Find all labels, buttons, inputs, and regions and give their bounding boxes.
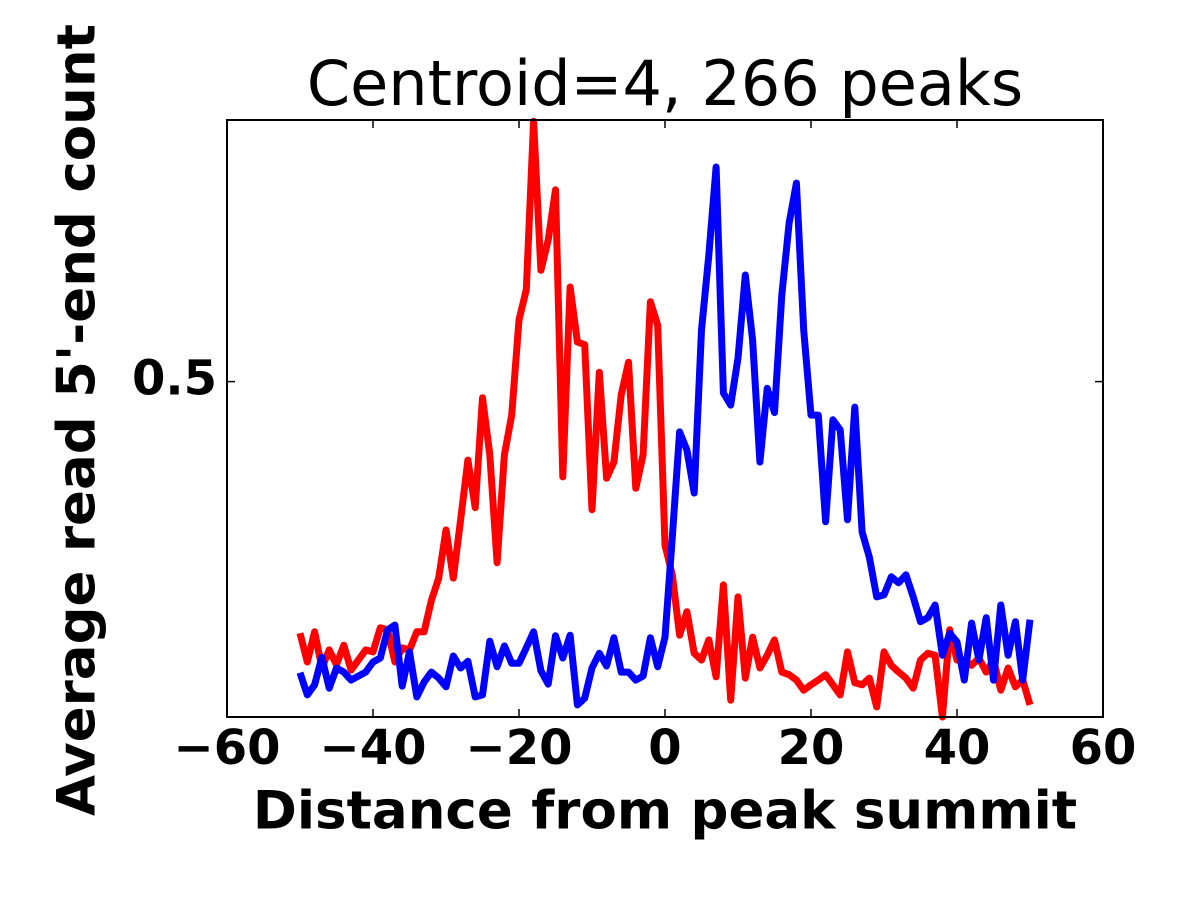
x-tick-label: −20 [465, 720, 572, 776]
x-tick-label: −40 [319, 720, 426, 776]
chart-title: Centroid=4, 266 peaks [307, 47, 1023, 120]
x-tick-label: −60 [173, 720, 280, 776]
data-line [296, 117, 1034, 721]
x-tick-label: 20 [778, 720, 845, 776]
y-tick-label: 0.5 [132, 351, 217, 407]
x-axis-label: Distance from peak summit [253, 781, 1077, 842]
data-line [296, 163, 1034, 709]
x-tick-label: 40 [924, 720, 991, 776]
x-tick-label: 0 [648, 720, 681, 776]
y-axis-label: Average read 5'-end count [47, 24, 108, 816]
x-tick-label: 60 [1070, 720, 1137, 776]
